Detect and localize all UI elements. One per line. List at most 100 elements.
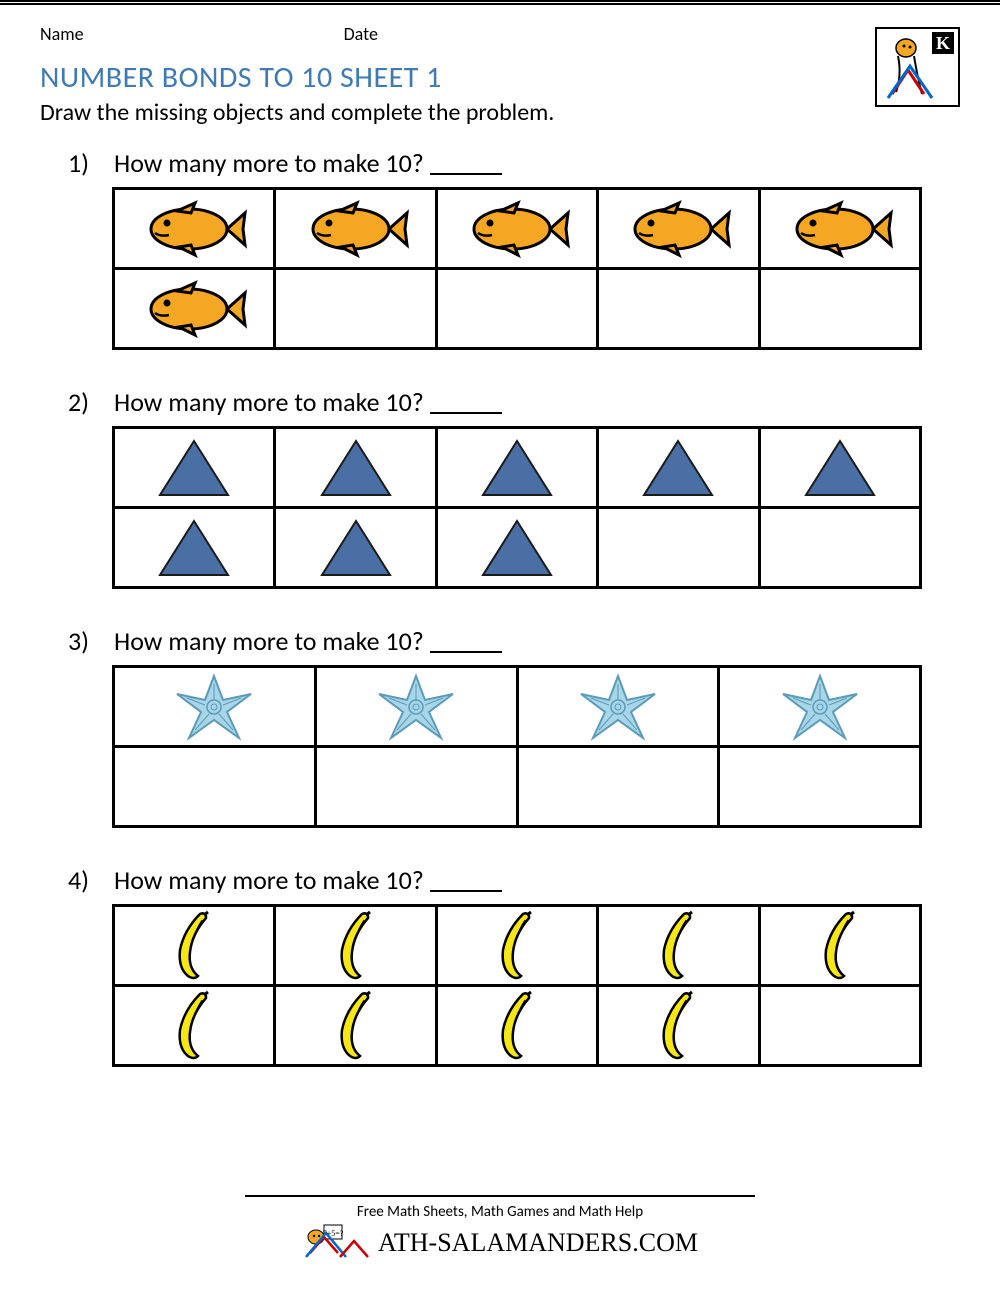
- date-label: Date: [344, 23, 378, 45]
- grid-cell: [719, 747, 921, 827]
- footer-site-text: ATH-SALAMANDERS.COM: [378, 1228, 698, 1258]
- banana-icon: [162, 910, 226, 982]
- problem-question: How many more to make 10?: [114, 625, 424, 657]
- problem-question-line: 4)How many more to make 10?: [68, 864, 960, 896]
- grid-cell: [759, 269, 920, 349]
- footer: Free Math Sheets, Math Games and Math He…: [0, 1195, 1000, 1268]
- grid-cell: [315, 747, 517, 827]
- grid-cell: [114, 428, 275, 508]
- triangle-icon: [154, 435, 234, 501]
- triangle-icon: [477, 515, 557, 581]
- object-grid: [112, 426, 922, 589]
- svg-text:K: K: [935, 33, 949, 53]
- banana-icon: [808, 910, 872, 982]
- grid-cell: [114, 986, 275, 1066]
- grid-cell: [759, 428, 920, 508]
- grid-cell: [719, 667, 921, 747]
- starfish-icon: [575, 672, 661, 742]
- worksheet-title: NUMBER BONDS TO 10 SHEET 1: [40, 59, 960, 96]
- answer-blank[interactable]: [430, 651, 502, 653]
- grid-cell: [275, 986, 436, 1066]
- problem-number: 4): [68, 864, 114, 896]
- triangle-icon: [316, 515, 396, 581]
- footer-divider: [245, 1195, 755, 1197]
- problem: 1)How many more to make 10?: [40, 147, 960, 350]
- problem-number: 3): [68, 625, 114, 657]
- problem-question: How many more to make 10?: [114, 864, 424, 896]
- grid-cell: [275, 269, 436, 349]
- fish-icon: [462, 199, 572, 259]
- grid-cell: [114, 189, 275, 269]
- starfish-icon: [373, 672, 459, 742]
- answer-blank[interactable]: [430, 173, 502, 175]
- name-label: Name: [40, 23, 84, 45]
- problem-question: How many more to make 10?: [114, 147, 424, 179]
- answer-blank[interactable]: [430, 412, 502, 414]
- grid-cell: [517, 747, 719, 827]
- triangle-icon: [638, 435, 718, 501]
- problems-container: 1)How many more to make 10?: [40, 147, 960, 1067]
- grid-cell: [436, 508, 597, 588]
- grid-cell: [598, 986, 759, 1066]
- footer-site: 7+5=? ATH-SALAMANDERS.COM: [302, 1223, 698, 1263]
- grid-cell: [759, 508, 920, 588]
- grid-cell: [275, 508, 436, 588]
- object-grid: [112, 904, 922, 1067]
- grid-cell: [759, 986, 920, 1066]
- salamander-logo-icon: 7+5=?: [302, 1223, 372, 1263]
- object-grid: [112, 665, 922, 828]
- grid-cell: [114, 906, 275, 986]
- fish-icon: [785, 199, 895, 259]
- problem-question-line: 1)How many more to make 10?: [68, 147, 960, 179]
- grid-cell: [759, 906, 920, 986]
- banana-icon: [324, 910, 388, 982]
- triangle-icon: [477, 435, 557, 501]
- grid-cell: [436, 428, 597, 508]
- grid-cell: [436, 189, 597, 269]
- problem: 4)How many more to make 10?: [40, 864, 960, 1067]
- grid-cell: [598, 428, 759, 508]
- problem-question-line: 3)How many more to make 10?: [68, 625, 960, 657]
- grid-cell: [598, 189, 759, 269]
- grid-cell: [275, 906, 436, 986]
- banana-icon: [324, 990, 388, 1062]
- fish-icon: [623, 199, 733, 259]
- grid-cell: [436, 269, 597, 349]
- grid-cell: [517, 667, 719, 747]
- grid-cell: [275, 428, 436, 508]
- object-grid: [112, 187, 922, 350]
- grid-cell: [114, 508, 275, 588]
- fish-icon: [139, 279, 249, 339]
- grid-cell: [114, 667, 316, 747]
- instructions: Draw the missing objects and complete th…: [40, 98, 960, 127]
- grid-cell: [315, 667, 517, 747]
- fish-icon: [301, 199, 411, 259]
- header: Name Date: [40, 23, 960, 45]
- grade-badge: K: [875, 27, 960, 107]
- grid-cell: [436, 986, 597, 1066]
- triangle-icon: [800, 435, 880, 501]
- triangle-icon: [154, 515, 234, 581]
- grid-cell: [114, 747, 316, 827]
- problem-question: How many more to make 10?: [114, 386, 424, 418]
- grid-cell: [759, 189, 920, 269]
- banana-icon: [485, 990, 549, 1062]
- starfish-icon: [171, 672, 257, 742]
- footer-tagline: Free Math Sheets, Math Games and Math He…: [0, 1203, 1000, 1221]
- problem: 3)How many more to make 10?: [40, 625, 960, 828]
- worksheet-page: Name Date K NUMBER BONDS TO 10 SHEET 1 D…: [0, 0, 1000, 1294]
- grid-cell: [598, 508, 759, 588]
- grid-cell: [598, 269, 759, 349]
- problem-number: 1): [68, 147, 114, 179]
- problem-number: 2): [68, 386, 114, 418]
- banana-icon: [485, 910, 549, 982]
- triangle-icon: [316, 435, 396, 501]
- problem-question-line: 2)How many more to make 10?: [68, 386, 960, 418]
- problem: 2)How many more to make 10?: [40, 386, 960, 589]
- fish-icon: [139, 199, 249, 259]
- grid-cell: [598, 906, 759, 986]
- answer-blank[interactable]: [430, 890, 502, 892]
- banana-icon: [162, 990, 226, 1062]
- banana-icon: [646, 910, 710, 982]
- grid-cell: [275, 189, 436, 269]
